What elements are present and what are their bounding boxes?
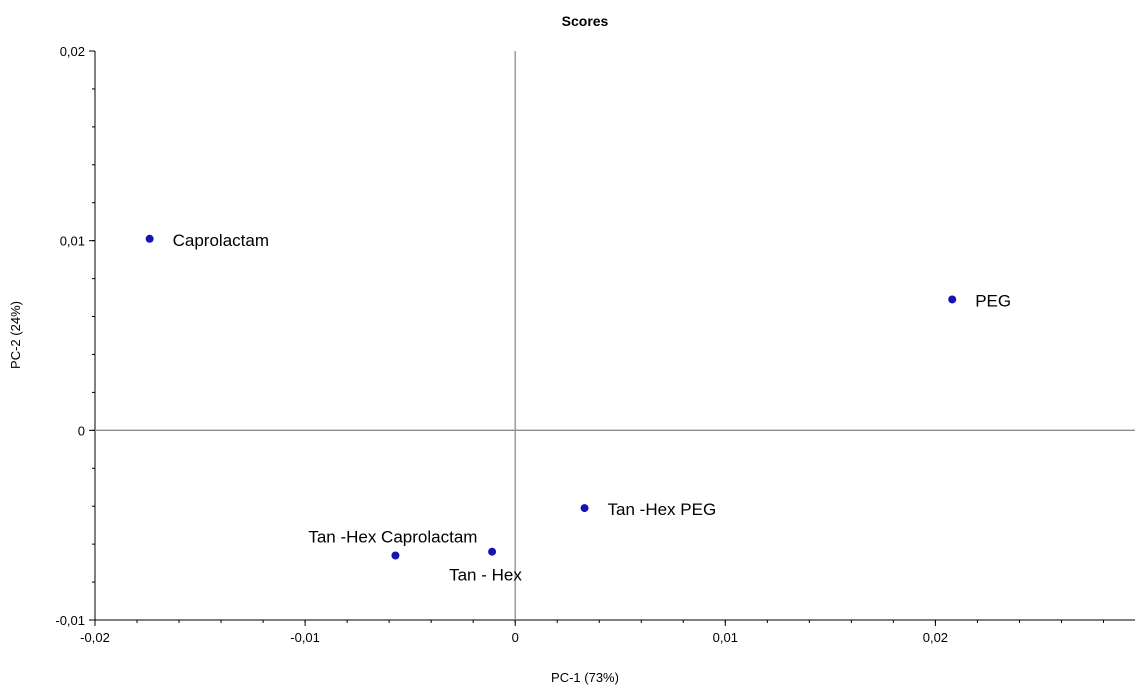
data-point — [391, 551, 400, 560]
x-tick-label: 0 — [512, 630, 519, 645]
point-label: Tan -Hex Caprolactam — [308, 528, 477, 547]
point-label: Tan - Hex — [449, 566, 522, 585]
points-group: Caprolactam PEG Tan -Hex PEG Tan -Hex Capro… — [145, 231, 1011, 585]
data-point — [488, 547, 497, 556]
data-point — [580, 504, 589, 513]
y-tick-label: 0 — [78, 423, 85, 438]
x-tick-label: -0,01 — [290, 630, 320, 645]
point-label: Tan -Hex PEG — [608, 500, 717, 519]
x-axis-title: PC-1 (73%) — [551, 670, 619, 685]
axes-group — [94, 51, 1135, 621]
y-tick-label: 0,01 — [60, 234, 85, 249]
data-point — [948, 295, 957, 304]
point-label: Caprolactam — [173, 231, 269, 250]
y-tick-label: -0,01 — [55, 613, 85, 628]
data-point — [145, 234, 154, 243]
chart-title: Scores — [562, 13, 609, 29]
point-label: PEG — [975, 291, 1011, 310]
y-axis-title: PC-2 (24%) — [8, 301, 23, 369]
y-tick-label: 0,02 — [60, 44, 85, 59]
x-tick-label: -0,02 — [80, 630, 110, 645]
ticks-group: -0,02 -0,01 0 0,01 0,02 -0,01 0 0,01 0,02 — [55, 44, 1104, 645]
x-tick-label: 0,02 — [923, 630, 948, 645]
x-tick-label: 0,01 — [713, 630, 738, 645]
